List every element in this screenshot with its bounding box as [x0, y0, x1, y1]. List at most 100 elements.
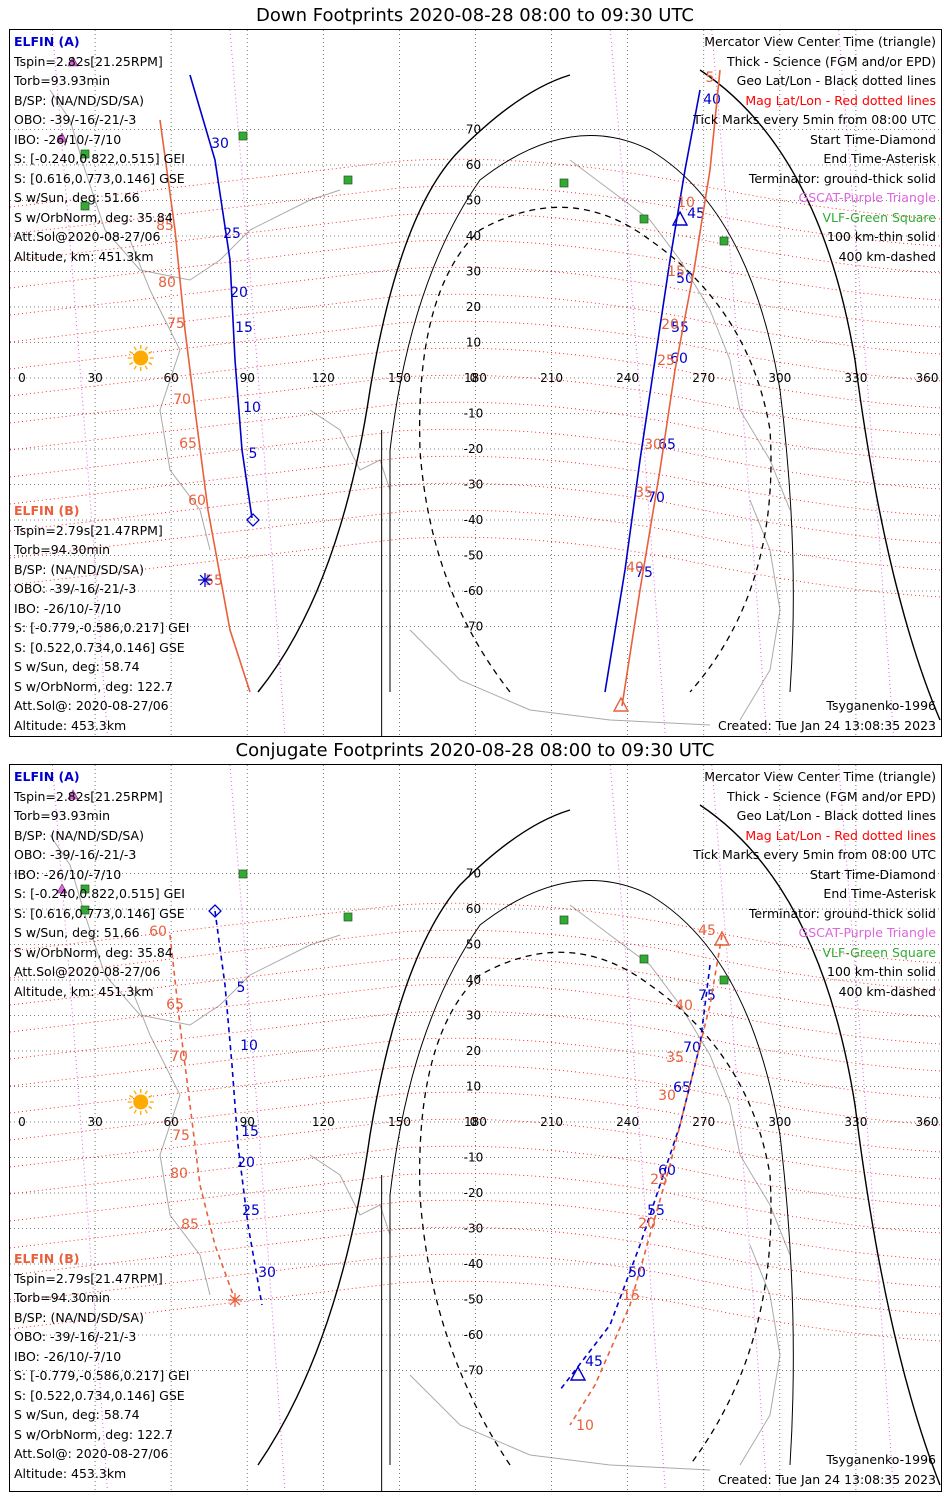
- vlf-square: [559, 178, 569, 188]
- lon-tick-label: 150: [388, 1115, 411, 1129]
- elfin-b-bsp: B/SP: (NA/ND/SD/SA): [14, 561, 144, 577]
- vlf-square: [238, 869, 248, 879]
- elfin-b-conj-east-track: [569, 934, 723, 1426]
- coastline: [409, 1374, 711, 1471]
- elfin-b-down-east-track-tick-label: 15: [667, 264, 685, 280]
- mag-parallel: [10, 1226, 941, 1288]
- mag-parallel: [10, 320, 941, 382]
- lon-tick-label: 0: [18, 1115, 26, 1129]
- lat-tick-label: -30: [464, 1222, 484, 1236]
- legend-line-5: Start Time-Diamond: [809, 131, 936, 147]
- lon-tick-label: 210: [540, 371, 563, 385]
- vlf-square: [639, 214, 649, 224]
- elfin-b-attsol: Att.Sol@: 2020-08-27/06: [14, 1446, 169, 1461]
- elfin-a-s-gse: S: [0.616,0.773,0.146] GSE: [14, 905, 185, 921]
- mag-parallel: [10, 1253, 941, 1315]
- legend-line-8: GSCAT-Purple Triangle: [798, 925, 936, 940]
- elfin-a-down-west-track-tick-label: 10: [243, 400, 261, 416]
- elfin-a-conj-east-track-tick-label: 70: [683, 1040, 701, 1056]
- sun-ray: [148, 1105, 153, 1110]
- lon-tick-label: 240: [616, 1115, 639, 1129]
- mag-parallel: [10, 1037, 941, 1099]
- footer-model: Tsyganenko-1996: [826, 1452, 936, 1467]
- sun-ray: [133, 365, 137, 370]
- mag-parallel: [10, 983, 941, 1045]
- elfin-a-conj-east-track-tick-label: 55: [647, 1203, 665, 1219]
- lon-tick-label: 30: [87, 1115, 102, 1129]
- lat-tick-label: 20: [466, 1044, 481, 1058]
- legend-line-7: Terminator: ground-thick solid: [748, 170, 936, 186]
- gscat-triangle: [67, 789, 79, 800]
- elfin-b-down-west-track-tick-label: 85: [156, 218, 174, 234]
- legend-line-4: Tick Marks every 5min from 08:00 UTC: [693, 847, 936, 862]
- elfin-a-down-east-track-tick-label: 75: [635, 565, 653, 581]
- elfin-b-conj-east-track-tick-label: 25: [650, 1172, 668, 1188]
- elfin-b-down-east-track: [621, 69, 721, 707]
- sun-ray: [144, 1090, 148, 1095]
- elfin-b-s-sun: S w/Sun, deg: 58.74: [14, 1407, 140, 1422]
- mag-parallel: [10, 1064, 941, 1126]
- gscat-triangle: [56, 132, 68, 143]
- lat-tick-label: -10: [464, 1151, 484, 1165]
- elfin-b-s-orbnorm: S w/OrbNorm, deg: 122.7: [14, 1426, 173, 1442]
- elfin-a-conj-west-track-tick-label: 5: [237, 980, 246, 996]
- lat-tick-label: -20: [464, 442, 484, 456]
- lat-tick-label: 20: [466, 300, 481, 314]
- elfin-a-conj-west-track-tick-label: 20: [237, 1155, 255, 1171]
- mag-parallel: [10, 455, 941, 517]
- elfin-a-down-west-track-tick-label: 25: [223, 226, 241, 242]
- elfin-b-attsol: Att.Sol@: 2020-08-27/06: [14, 698, 169, 713]
- lat-tick-label: -30: [464, 478, 484, 492]
- elfin-a-name: ELFIN (A): [14, 769, 80, 784]
- vlf-square: [343, 912, 353, 922]
- mag-parallel: [10, 956, 941, 1018]
- mag-parallel: [10, 1010, 941, 1072]
- mag-parallel: [10, 428, 941, 490]
- elfin-b-name: ELFIN (B): [14, 503, 80, 518]
- vlf-square: [80, 201, 90, 211]
- terminator-100km: [389, 134, 794, 693]
- center-time-triangle: [569, 1365, 587, 1381]
- coastline: [739, 499, 781, 721]
- mag-parallel: [10, 536, 941, 598]
- mag-meridian: [51, 765, 108, 1491]
- lon-tick-label: 270: [692, 371, 715, 385]
- coastline: [409, 629, 711, 726]
- elfin-b-conj-west-track-tick-label: 65: [166, 997, 184, 1013]
- legend-line-7: Terminator: ground-thick solid: [748, 905, 936, 921]
- mag-parallel: [10, 401, 941, 463]
- elfin-b-obo: OBO: -39/-16/-21/-3: [14, 1329, 137, 1344]
- elfin-a-info: ELFIN (A) Tspin=2.82s[21.25RPM] Torb=93.…: [14, 767, 185, 1001]
- lon-tick-label: 120: [312, 1115, 335, 1129]
- elfin-b-info: ELFIN (B) Tspin=2.79s[21.47RPM] Torb=94.…: [14, 501, 189, 735]
- sun-ray: [148, 361, 153, 366]
- vlf-square: [80, 884, 90, 894]
- elfin-b-conj-east-track-tick-label: 30: [658, 1088, 676, 1104]
- elfin-b-down-west-track-tick-label: 75: [167, 316, 185, 332]
- lat-tick-label: -50: [464, 549, 484, 563]
- coastline: [309, 409, 391, 491]
- sun-icon: [133, 350, 149, 366]
- elfin-a-ibo: IBO: -26/10/-7/10: [14, 131, 122, 147]
- sun-ray: [144, 365, 148, 370]
- vlf-square: [719, 975, 729, 985]
- elfin-a-conj-west-track-tick-label: 30: [258, 1265, 276, 1281]
- elfin-b-name: ELFIN (B): [14, 1251, 80, 1266]
- elfin-b-conj-west-track-tick-label: 60: [149, 924, 167, 940]
- down-footprints-map: 70 60 50 40 30 20 10 0 -10 -20 -30 -40 -50 -60 -70 0 30 6…: [10, 30, 941, 736]
- elfin-b-bsp: B/SP: (NA/ND/SD/SA): [14, 1309, 144, 1325]
- footer: Tsyganenko-1996 Created: Tue Jan 24 13:0…: [718, 1450, 936, 1489]
- vlf-square: [559, 915, 569, 925]
- elfin-a-conj-west-track-tick-label: 15: [241, 1124, 259, 1140]
- mag-meridian: [838, 765, 895, 1491]
- elfin-b-tspin: Tspin=2.79s[21.47RPM]: [14, 1270, 163, 1286]
- lat-tick-label: 50: [466, 938, 481, 952]
- mag-parallel: [10, 212, 941, 274]
- lon-tick-label: 300: [768, 371, 791, 385]
- elfin-b-s-gse: S: [0.522,0.734,0.146] GSE: [14, 1387, 185, 1403]
- end-asterisk: [199, 574, 211, 586]
- elfin-b-conj-east-track-tick-label: 15: [622, 1288, 640, 1304]
- mag-parallel: [10, 1280, 941, 1342]
- legend-line-8: GSCAT-Purple Triangle: [798, 190, 936, 205]
- terminator-400km: [418, 206, 772, 693]
